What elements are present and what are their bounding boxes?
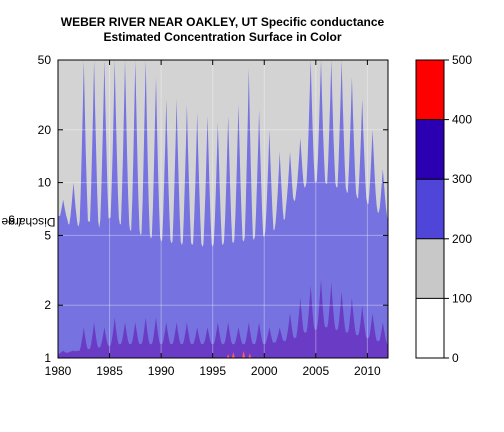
surface-level-400-500-patch [242,350,246,358]
y-tick-label: 5 [44,228,51,242]
chart-subtitle: Estimated Concentration Surface in Color [103,30,342,44]
colorbar-band [416,238,444,299]
y-tick-label: 20 [38,123,52,137]
colorbar-band [416,179,444,239]
colorbar-frame [415,59,445,359]
plot-area: 1980 1985 1990 1995 2000 2005 2010 1 2 5 10 20 50 [38,53,389,378]
x-tick-label: 1990 [148,364,175,378]
colorbar-tick-label: 400 [452,113,472,127]
colorbar-band [416,298,444,358]
y-tick-label: 1 [44,351,51,365]
x-tick-label: 1995 [199,364,226,378]
plot-frame [57,59,389,359]
colorbar-tick-label: 0 [452,351,459,365]
surface-layers [58,60,388,358]
y-tick-label: 50 [38,53,52,67]
x-tick-label: 2005 [302,364,329,378]
x-tick-label: 1985 [96,364,123,378]
surface-level-200-300 [58,60,388,358]
surface-level-400-500-patch [231,352,235,358]
x-tick-label: 2010 [354,364,381,378]
colorbar-band [416,60,444,120]
surface-level-300-400 [58,279,388,358]
colorbar-tick-label: 200 [452,232,472,246]
colorbar-tick-label: 100 [452,291,472,305]
x-tick-label: 2000 [251,364,278,378]
y-tick-label: 2 [44,298,51,312]
colorbar-band [416,119,444,180]
colorbar-tick-label: 500 [452,53,472,67]
y-tick-label: 10 [38,176,52,190]
x-tick-label: 1980 [45,364,72,378]
surface-level-400-500-patch [248,353,252,358]
surface-level-400-500-patch [226,354,230,358]
colorbar-tick-label: 300 [452,172,472,186]
colorbar: 0 100 200 300 400 500 [415,53,472,365]
chart-title: WEBER RIVER NEAR OAKLEY, UT Specific con… [60,15,385,29]
